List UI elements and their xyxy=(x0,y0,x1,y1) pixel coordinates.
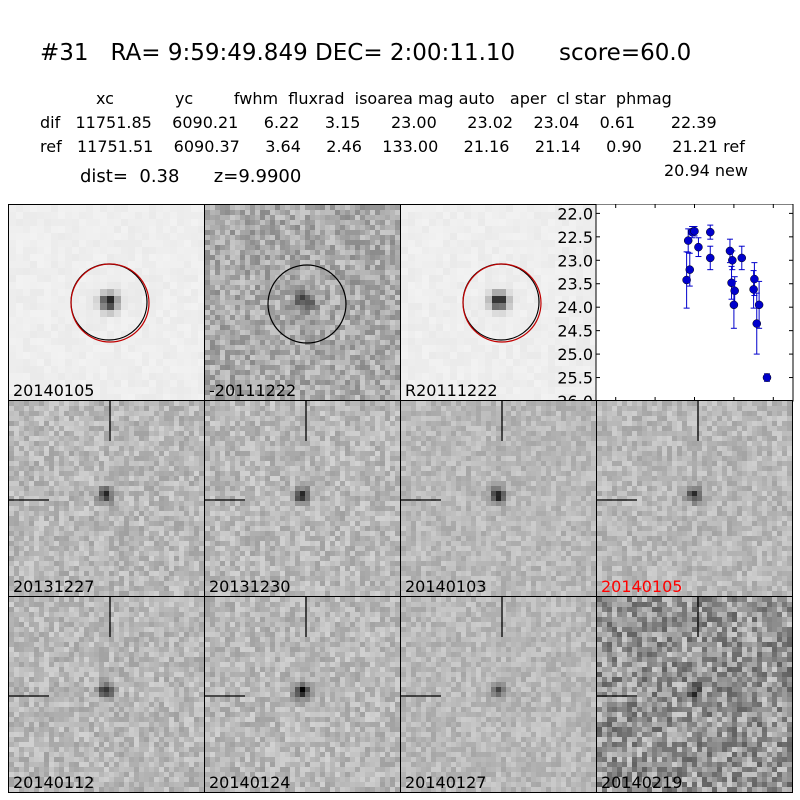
data-point xyxy=(729,300,739,310)
data-point xyxy=(737,253,747,263)
epoch-stamp-image xyxy=(401,597,596,792)
epoch-stamp-panel: 20140105 xyxy=(596,400,793,597)
stamp-date-label: 20140105 xyxy=(13,381,95,400)
epoch-stamp-image xyxy=(9,597,204,792)
data-point xyxy=(683,236,693,245)
data-point xyxy=(730,286,739,296)
science-stamp-image xyxy=(9,205,204,400)
light-curve-chart: 22.022.523.023.524.024.525.025.526.0-100… xyxy=(557,204,794,423)
science-stamp-panel: 20140105 xyxy=(8,204,205,401)
y-tick-label: 25.0 xyxy=(557,345,593,364)
epoch-stamp-panel: 20131230 xyxy=(204,400,401,597)
epoch-stamp-panel: 20140127 xyxy=(400,596,597,793)
epoch-stamp-image xyxy=(205,401,400,596)
stats-column-headers: xc yc fwhm fluxrad isoarea mag auto aper… xyxy=(40,89,672,108)
epoch-stamp-image xyxy=(9,401,204,596)
epoch-stamp-image xyxy=(401,401,596,596)
epoch-stamp-panel: 20140112 xyxy=(8,596,205,793)
epoch-stamp-panel: 20140103 xyxy=(400,400,597,597)
y-tick-label: 23.5 xyxy=(557,275,593,294)
stamp-date-label: 20140105 xyxy=(601,577,683,596)
candidate-title: #31 RA= 9:59:49.849 DEC= 2:00:11.10 scor… xyxy=(40,40,692,66)
stamp-date-label: 20140219 xyxy=(601,773,683,792)
y-tick-label: 22.0 xyxy=(557,204,593,223)
stamp-date-label: 20140127 xyxy=(405,773,487,792)
aperture-circle-red xyxy=(462,263,542,343)
reference-stamp-panel: R20111222 xyxy=(400,204,597,401)
stamp-date-label: R20111222 xyxy=(405,381,498,400)
y-tick-label: 25.5 xyxy=(557,369,593,388)
data-point xyxy=(706,227,715,237)
data-point xyxy=(682,275,691,285)
y-tick-label: 24.0 xyxy=(557,298,593,317)
data-point xyxy=(749,285,758,294)
difference-stamp-image xyxy=(205,205,400,400)
epoch-stamp-panel: 20140219 xyxy=(596,596,793,793)
stats-new-mag: 20.94 new xyxy=(664,161,748,180)
epoch-stamp-panel: 20140124 xyxy=(204,596,401,793)
data-point xyxy=(706,253,715,263)
stamp-date-label: -20111222 xyxy=(209,381,297,400)
stamp-date-label: 20140103 xyxy=(405,577,487,596)
epoch-stamp-image xyxy=(597,597,792,792)
data-point xyxy=(762,373,772,382)
stamp-date-label: 20131230 xyxy=(209,577,291,596)
y-tick-label: 23.0 xyxy=(557,251,593,270)
stamp-date-label: 20131227 xyxy=(13,577,95,596)
epoch-stamp-image xyxy=(205,597,400,792)
y-tick-label: 24.5 xyxy=(557,322,593,341)
epoch-stamp-panel: 20131227 xyxy=(8,400,205,597)
stamp-date-label: 20140124 xyxy=(209,773,291,792)
data-point xyxy=(728,256,737,265)
reference-stamp-image xyxy=(401,205,596,400)
data-point xyxy=(694,242,703,252)
aperture-circle-red xyxy=(70,263,150,343)
aperture-circle xyxy=(267,264,347,344)
stats-dif-row: dif 11751.85 6090.21 6.22 3.15 23.00 23.… xyxy=(40,113,717,132)
stats-ref-row: ref 11751.51 6090.37 3.64 2.46 133.00 21… xyxy=(40,137,745,156)
y-tick-label: 22.5 xyxy=(557,228,593,247)
stamp-date-label: 20140112 xyxy=(13,773,95,792)
data-point xyxy=(690,226,699,236)
data-point xyxy=(685,265,695,274)
epoch-stamp-image xyxy=(597,401,792,596)
distance-redshift-line: dist= 0.38 z=9.9900 xyxy=(80,166,302,187)
difference-stamp-panel: -20111222 xyxy=(204,204,401,401)
data-point xyxy=(754,300,764,310)
